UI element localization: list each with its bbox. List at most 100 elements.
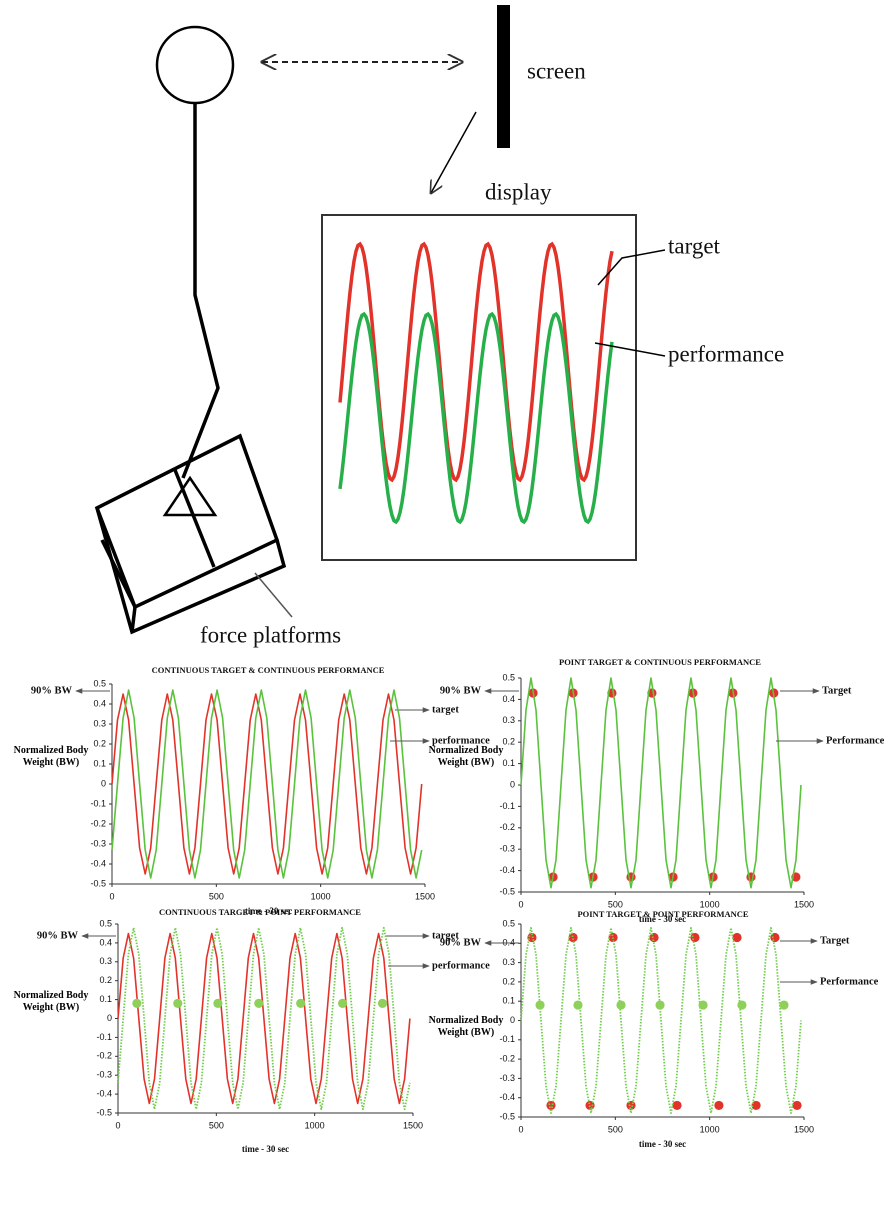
- y-tick-label: 0.5: [93, 678, 106, 688]
- y-tick-label: 0.3: [99, 956, 112, 966]
- y-tick-label: 0.2: [502, 976, 515, 986]
- series-line: [521, 678, 801, 888]
- y-tick-label: 0.1: [502, 996, 515, 1006]
- x-tick-label: 1000: [311, 891, 331, 901]
- display-arrow: [431, 112, 476, 193]
- x-tick-label: 1500: [794, 1124, 814, 1134]
- performance-leader: [595, 343, 665, 356]
- y-tick-label: 0.3: [502, 957, 515, 967]
- series-label: Performance: [820, 976, 879, 987]
- y-tick-label: -0.5: [90, 878, 106, 888]
- y-tick-label: 0.1: [99, 994, 112, 1004]
- x-axis-label: time - 30 sec: [639, 1139, 686, 1149]
- y-axis-label: Normalized Body Weight (BW): [5, 990, 97, 1014]
- platform-label: force platforms: [200, 622, 341, 647]
- y-tick-label: 0: [510, 779, 515, 789]
- platform-leader: [255, 573, 292, 617]
- y-tick-label: 0: [101, 778, 106, 788]
- y-tick-label: -0.3: [96, 1070, 112, 1080]
- data-point: [173, 999, 182, 1008]
- data-point: [616, 1000, 625, 1009]
- screen-label: screen: [527, 58, 586, 83]
- x-tick-label: 0: [518, 899, 523, 909]
- data-point: [573, 1000, 582, 1009]
- x-tick-label: 1000: [700, 1124, 720, 1134]
- body: [183, 103, 218, 478]
- y-tick-label: -0.4: [499, 1092, 515, 1102]
- figure: screen display target performance force …: [0, 0, 894, 1216]
- target-label: target: [668, 233, 721, 258]
- chart-title: CONTINUOUS TARGET & CONTINUOUS PERFORMAN…: [152, 665, 385, 675]
- performance-label: performance: [668, 341, 784, 366]
- series-label: target: [432, 704, 459, 715]
- x-tick-label: 500: [608, 899, 623, 909]
- y-tick-label: 0.4: [93, 698, 106, 708]
- data-point: [378, 999, 387, 1008]
- setup-diagram: [97, 5, 665, 632]
- y-axis-label: Normalized Body Weight (BW): [420, 1015, 512, 1039]
- y-tick-label: -0.5: [96, 1107, 112, 1117]
- display-performance-wave: [340, 314, 612, 522]
- y-axis-label: Normalized Body Weight (BW): [420, 745, 512, 769]
- y-tick-label: 0.3: [93, 718, 106, 728]
- data-point: [792, 1101, 801, 1110]
- chart-title: POINT TARGET & CONTINUOUS PERFORMANCE: [559, 657, 761, 667]
- display-label: display: [485, 179, 552, 204]
- data-point: [546, 1101, 555, 1110]
- data-point: [213, 999, 222, 1008]
- x-tick-label: 1500: [794, 899, 814, 909]
- series-line: [521, 928, 801, 1113]
- y-tick-label: -0.2: [499, 822, 515, 832]
- data-point: [338, 999, 347, 1008]
- data-point: [655, 1000, 664, 1009]
- y-tick-label: 0.4: [502, 694, 515, 704]
- series-label: performance: [432, 960, 490, 971]
- bw-annotation: 90% BW: [31, 685, 73, 696]
- y-axis-label: Normalized Body Weight (BW): [5, 745, 97, 769]
- data-point: [737, 1000, 746, 1009]
- y-tick-label: 0.2: [99, 975, 112, 985]
- data-point: [698, 1000, 707, 1009]
- x-tick-label: 0: [115, 1120, 120, 1130]
- series-label: Target: [822, 685, 852, 696]
- x-tick-label: 500: [209, 1120, 224, 1130]
- y-tick-label: 0.3: [502, 715, 515, 725]
- y-tick-label: 0.5: [502, 918, 515, 928]
- data-point: [535, 1000, 544, 1009]
- data-point: [751, 1101, 760, 1110]
- y-tick-label: -0.1: [90, 798, 106, 808]
- x-tick-label: 500: [608, 1124, 623, 1134]
- x-tick-label: 1500: [415, 891, 435, 901]
- data-point: [714, 1101, 723, 1110]
- series-label: Performance: [826, 735, 885, 746]
- data-point: [672, 1101, 681, 1110]
- data-point: [779, 1000, 788, 1009]
- y-tick-label: -0.5: [499, 886, 515, 896]
- y-tick-label: -0.1: [96, 1032, 112, 1042]
- series-label: Target: [820, 935, 850, 946]
- y-tick-label: -0.3: [499, 844, 515, 854]
- y-tick-label: -0.4: [90, 858, 106, 868]
- y-tick-label: -0.4: [499, 865, 515, 875]
- y-tick-label: 0: [107, 1013, 112, 1023]
- data-point: [254, 999, 263, 1008]
- x-axis-label: time - 30 sec: [242, 1144, 289, 1154]
- chart-title: POINT TARGET & POINT PERFORMANCE: [577, 909, 748, 919]
- data-point: [132, 999, 141, 1008]
- data-point: [690, 933, 699, 942]
- y-tick-label: 0.4: [99, 937, 112, 947]
- y-tick-label: -0.5: [499, 1111, 515, 1121]
- bw-annotation: 90% BW: [440, 937, 482, 948]
- screen-bar: [497, 5, 510, 148]
- bw-annotation: 90% BW: [37, 930, 79, 941]
- head: [157, 27, 233, 103]
- chart-title: CONTINUOUS TARGET & POINT PERFORMANCE: [159, 907, 361, 917]
- y-tick-label: -0.2: [90, 818, 106, 828]
- data-point: [296, 999, 305, 1008]
- y-tick-label: -0.2: [96, 1051, 112, 1061]
- x-tick-label: 500: [209, 891, 224, 901]
- bw-annotation: 90% BW: [440, 685, 482, 696]
- x-tick-label: 0: [109, 891, 114, 901]
- force-platform: [97, 436, 284, 632]
- y-tick-label: 0.5: [502, 672, 515, 682]
